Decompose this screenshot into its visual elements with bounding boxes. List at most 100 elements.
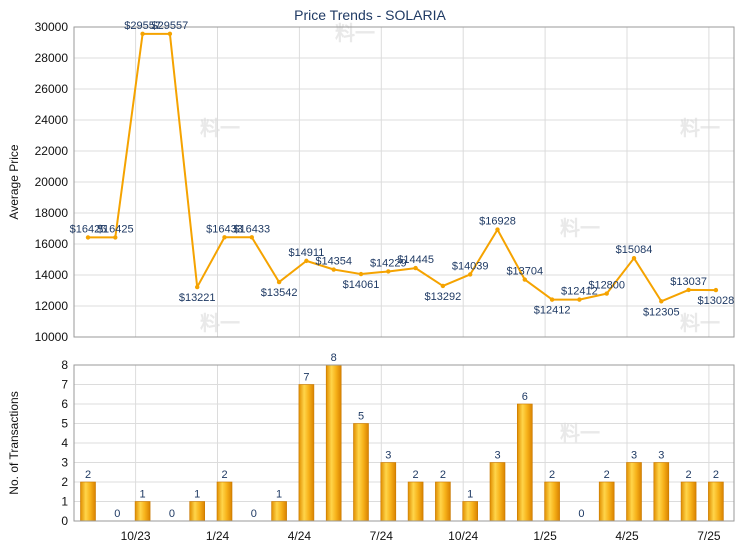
price-point (604, 291, 609, 296)
transactions-data-label: 0 (169, 508, 175, 520)
price-point (549, 297, 555, 302)
transactions-data-label: 3 (658, 450, 664, 462)
price-point (276, 279, 282, 285)
x-ticks: 10/23 1/24 4/24 7/24 10/24 1/25 4/25 7/25 (121, 529, 721, 543)
price-point (113, 235, 118, 240)
transactions-axis-label: No. of Transactions (7, 391, 21, 494)
transactions-data-label: 3 (631, 450, 637, 462)
price-y-ticks: 10000 12000 14000 16000 18000 20000 22000 24000… (35, 20, 69, 344)
price-data-label: $13292 (425, 291, 462, 303)
price-data-label: $15084 (616, 244, 653, 256)
transactions-data-label: 0 (578, 508, 584, 520)
price-data-label: $13028 (698, 295, 735, 307)
price-data-label: $14911 (288, 247, 324, 259)
transactions-plot-frame (73, 364, 735, 522)
price-point (413, 265, 418, 271)
price-point (222, 235, 227, 240)
transactions-data-label: 2 (440, 469, 446, 481)
x-tick-label: 7/25 (697, 529, 721, 543)
price-data-label: $13221 (179, 292, 216, 304)
transactions-data-label: 8 (331, 352, 337, 364)
price-point (195, 284, 200, 290)
transactions-bar (516, 403, 533, 522)
price-point (440, 283, 446, 289)
transactions-y-tick-label: 6 (61, 397, 68, 411)
transactions-bar (134, 501, 151, 522)
transactions-data-label: 2 (713, 469, 719, 481)
price-y-tick-label: 26000 (35, 82, 69, 96)
transactions-y-tick-label: 4 (61, 436, 68, 450)
transactions-bar (653, 462, 670, 522)
price-point (686, 287, 691, 293)
transactions-bar (544, 481, 560, 522)
transactions-data-label: 0 (114, 508, 120, 520)
transactions-data-label: 5 (358, 411, 364, 423)
transactions-data-label: 2 (85, 469, 91, 481)
transactions-bar (708, 481, 724, 522)
price-data-label: $14445 (397, 254, 434, 266)
transactions-y-tick-label: 7 (61, 378, 68, 392)
transactions-y-tick-label: 1 (61, 495, 68, 509)
price-data-label: $13542 (261, 287, 298, 299)
price-point (249, 235, 254, 240)
price-point (495, 227, 500, 232)
price-data-label: $16928 (479, 216, 516, 228)
watermark-mark: 料一 (335, 21, 375, 45)
transactions-data-label: 1 (140, 489, 146, 501)
price-y-tick-label: 16000 (35, 237, 69, 251)
price-y-tick-label: 24000 (35, 113, 69, 127)
price-y-tick-label: 12000 (35, 299, 69, 313)
x-tick-label: 7/24 (370, 529, 394, 543)
price-data-label: $12412 (534, 305, 571, 317)
price-data-label: $12412 (561, 286, 598, 298)
transactions-data-label: 1 (194, 489, 200, 501)
price-plot-frame (73, 26, 735, 338)
transactions-y-tick-label: 5 (61, 417, 68, 431)
transactions-bar (380, 462, 397, 522)
transactions-bar (489, 462, 506, 522)
x-tick-label: 1/25 (533, 529, 557, 543)
price-axis-label: Average Price (7, 144, 21, 219)
x-tick-label: 4/24 (288, 529, 312, 543)
x-tick-label: 4/25 (615, 529, 639, 543)
transactions-bar (80, 481, 96, 522)
transactions-bar (598, 481, 615, 522)
price-data-label: $16433 (206, 223, 243, 235)
transactions-bar (216, 481, 233, 522)
price-y-tick-label: 18000 (35, 206, 69, 220)
price-point (167, 31, 173, 37)
transactions-y-tick-label: 3 (61, 456, 68, 470)
price-data-label: $14039 (452, 260, 489, 272)
price-data-label: $14354 (315, 256, 352, 268)
transactions-data-label: 7 (303, 372, 309, 384)
price-point (358, 271, 364, 277)
x-tick-label: 10/24 (448, 529, 478, 543)
transactions-y-ticks: 0 1 2 3 4 5 6 7 8 (61, 358, 68, 528)
price-grid (74, 26, 734, 338)
transactions-data-label: 1 (276, 489, 282, 501)
price-y-tick-label: 20000 (35, 175, 69, 189)
transactions-data-label: 2 (604, 469, 610, 481)
transactions-data-label: 2 (549, 469, 555, 481)
transactions-bar (407, 481, 424, 522)
price-data-label: $12800 (588, 280, 625, 292)
price-point (304, 258, 309, 264)
price-point (631, 255, 637, 261)
watermark-mark: 料一 (560, 421, 600, 445)
transactions-y-tick-label: 2 (61, 475, 68, 489)
price-data-label: $16425 (70, 223, 107, 235)
price-point (713, 287, 719, 293)
price-series: $16425$16425 $29557$29557 $13221 $16433$164… (70, 20, 735, 318)
transactions-bar (462, 501, 479, 522)
transactions-bar (353, 423, 369, 522)
price-data-label: $12305 (643, 306, 680, 318)
transactions-data-label: 2 (686, 469, 692, 481)
price-data-label: $16433 (233, 223, 270, 235)
price-data-label: $13037 (670, 276, 707, 288)
price-point (140, 31, 145, 37)
price-y-tick-label: 30000 (35, 20, 69, 34)
watermark-mark: 料一 (560, 216, 600, 240)
price-point (659, 299, 664, 304)
transactions-data-label: 3 (385, 450, 391, 462)
